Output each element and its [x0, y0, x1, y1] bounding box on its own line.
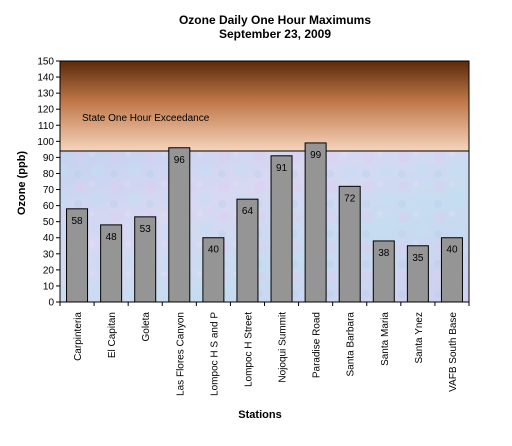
- y-tick-label: 100: [37, 137, 54, 148]
- category-label: Lompoc H S and P: [209, 312, 220, 396]
- y-tick-label: 120: [37, 105, 54, 116]
- y-tick-label: 130: [37, 89, 54, 100]
- category-label: Paradise Road: [312, 312, 323, 378]
- y-tick-label: 80: [43, 169, 55, 180]
- bar-value-label: 38: [378, 248, 390, 259]
- category-label: Lompoc H Street: [243, 312, 254, 387]
- bar-value-label: 58: [71, 216, 83, 227]
- exceedance-label: State One Hour Exceedance: [82, 113, 210, 124]
- bar-value-label: 40: [446, 245, 458, 256]
- x-axis-title: Stations: [238, 409, 281, 421]
- y-axis-title: Ozone (ppb): [16, 151, 28, 215]
- category-label: Goleta: [141, 312, 152, 342]
- category-label: Nojoqui Summit: [278, 312, 289, 383]
- y-tick-label: 20: [43, 265, 55, 276]
- bar-value-label: 96: [174, 155, 186, 166]
- normal-zone-texture: [60, 150, 469, 302]
- bar-value-label: 35: [412, 253, 424, 264]
- y-tick-label: 0: [48, 298, 54, 309]
- category-label: Santa Maria: [380, 312, 391, 366]
- bar-value-label: 40: [208, 245, 220, 256]
- category-label: Santa Ynez: [414, 312, 425, 364]
- chart-subtitle: September 23, 2009: [219, 27, 331, 41]
- y-tick-label: 70: [43, 185, 55, 196]
- bar-value-label: 91: [276, 163, 288, 174]
- bar-value-label: 72: [344, 193, 356, 204]
- y-tick-label: 140: [37, 73, 54, 84]
- y-tick-label: 50: [43, 217, 55, 228]
- y-tick-label: 60: [43, 201, 55, 212]
- bar: [168, 147, 191, 303]
- y-tick-label: 30: [43, 249, 55, 260]
- exceedance-zone: [60, 61, 469, 151]
- y-tick-label: 90: [43, 153, 55, 164]
- bar: [304, 142, 327, 303]
- bar-value-label: 99: [310, 150, 322, 161]
- chart-title: Ozone Daily One Hour Maximums: [179, 13, 371, 27]
- bar-value-label: 53: [140, 224, 152, 235]
- category-label: Santa Barbara: [346, 312, 357, 377]
- category-label: Las Flores Canyon: [175, 312, 186, 396]
- bar-value-label: 64: [242, 206, 254, 217]
- category-label: El Capitan: [107, 312, 118, 358]
- y-tick-label: 150: [37, 57, 54, 68]
- bar-value-label: 48: [106, 232, 118, 243]
- category-label: Carpinteria: [73, 312, 84, 361]
- y-tick-label: 10: [43, 281, 55, 292]
- y-tick-label: 40: [43, 233, 55, 244]
- y-tick-label: 110: [38, 121, 54, 132]
- category-label: VAFB South Base: [448, 312, 459, 392]
- bar: [270, 155, 293, 303]
